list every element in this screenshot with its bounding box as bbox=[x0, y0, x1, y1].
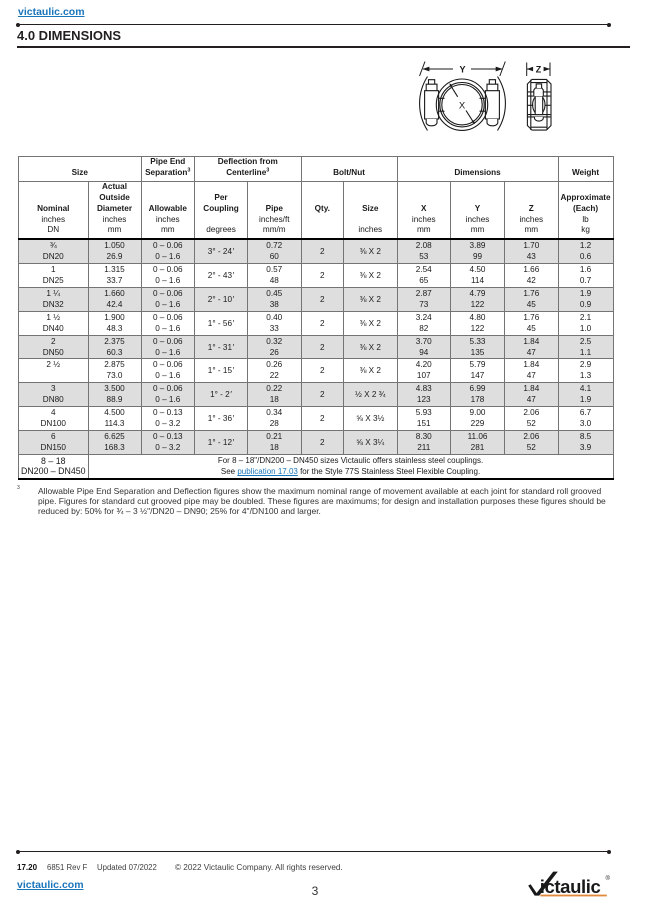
svg-text:Y: Y bbox=[459, 65, 465, 75]
svg-text:Z: Z bbox=[536, 65, 542, 75]
svg-text:ictaulic: ictaulic bbox=[540, 876, 601, 897]
svg-text:X: X bbox=[459, 101, 466, 112]
svg-text:®: ® bbox=[606, 875, 611, 882]
